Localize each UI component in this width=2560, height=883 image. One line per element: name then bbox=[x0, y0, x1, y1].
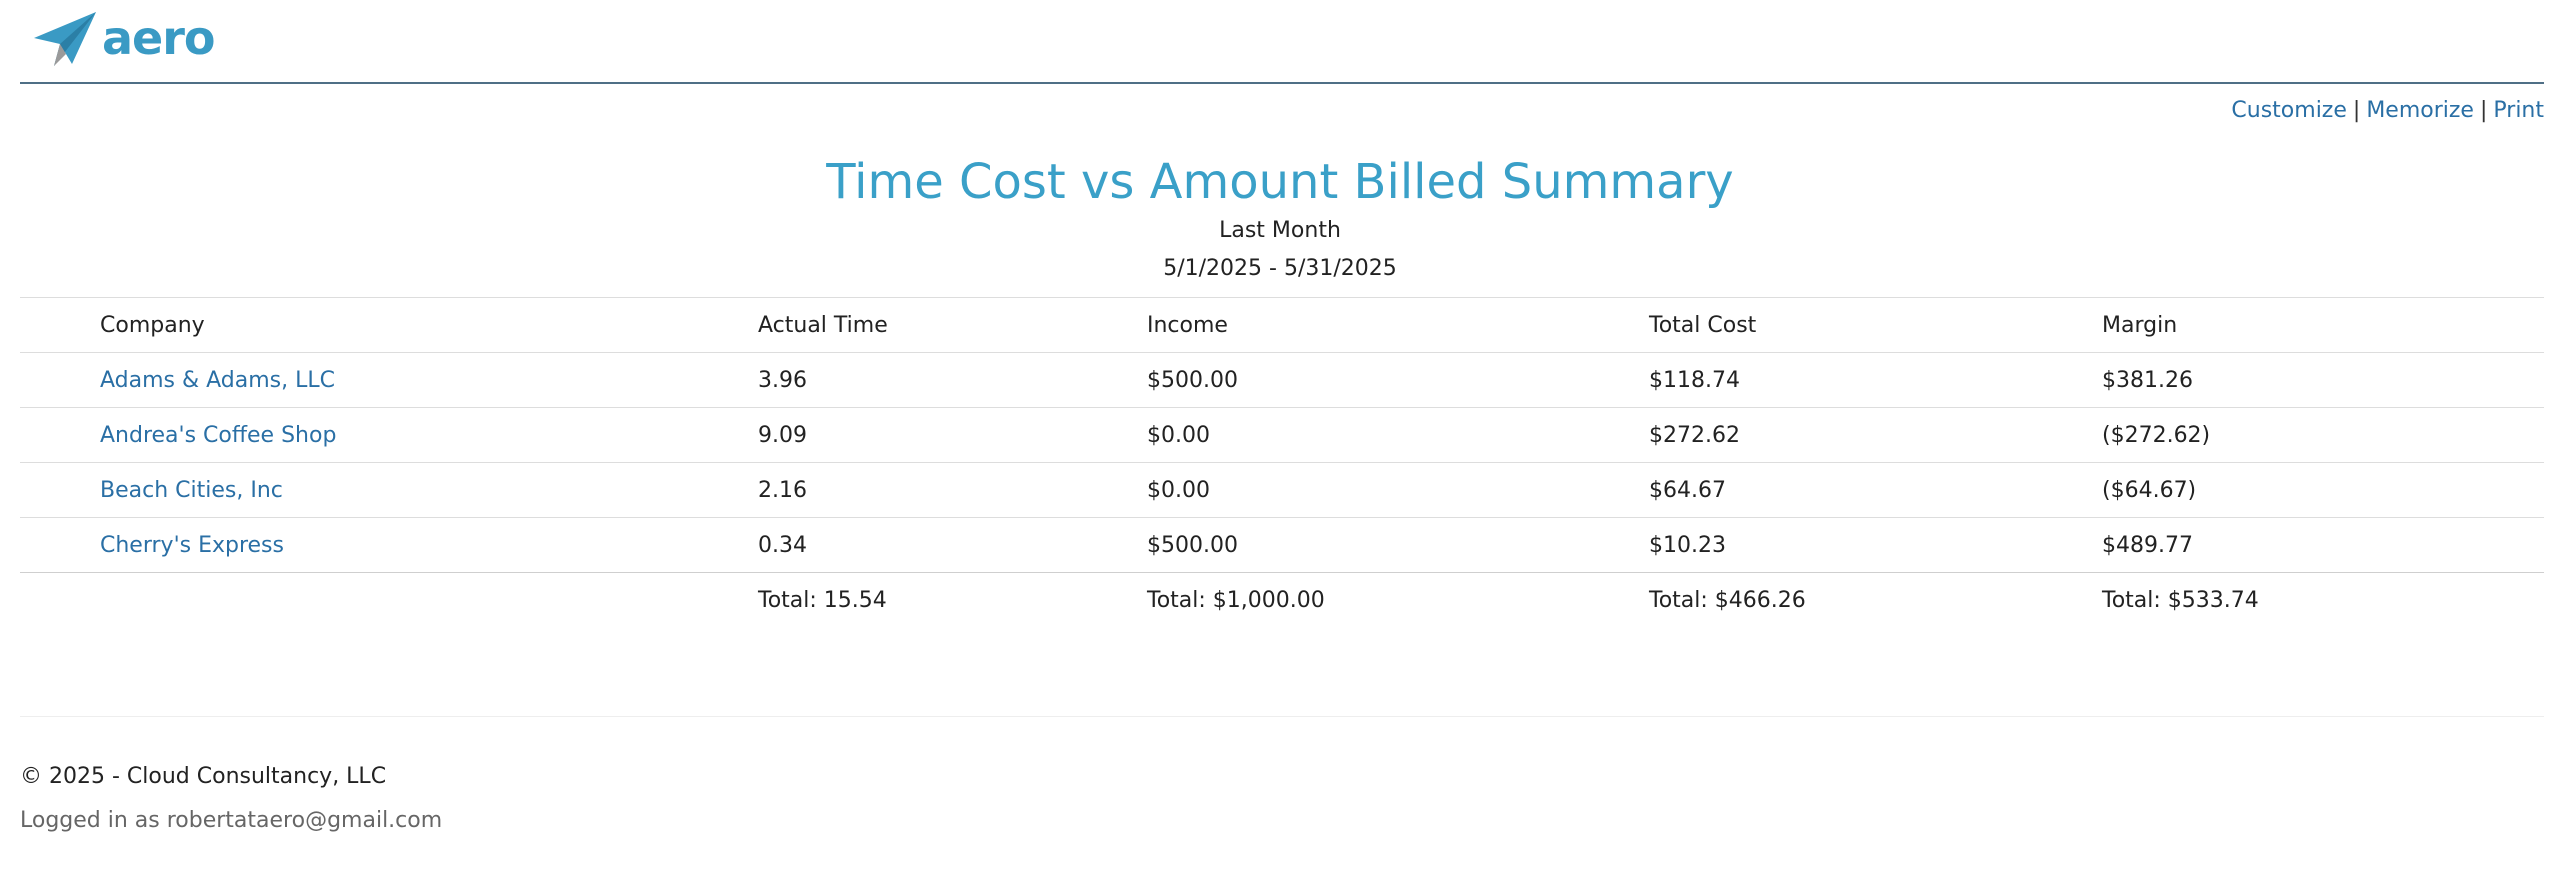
margin-cell: ($64.67) bbox=[2102, 462, 2544, 518]
report-actions: Customize | Memorize | Print bbox=[2231, 98, 2544, 123]
paper-plane-icon bbox=[32, 8, 98, 68]
income-cell: $0.00 bbox=[1147, 462, 1649, 518]
table-row: Andrea's Coffee Shop 9.09 $0.00 $272.62 … bbox=[20, 407, 2544, 463]
separator: | bbox=[2479, 98, 2488, 123]
column-header-margin: Margin bbox=[2102, 297, 2544, 353]
column-header-total-cost: Total Cost bbox=[1649, 297, 2102, 353]
header: aero bbox=[20, 0, 2544, 84]
company-cell: Cherry's Express bbox=[20, 517, 758, 573]
totals-row: Total: 15.54 Total: $1,000.00 Total: $46… bbox=[20, 572, 2544, 627]
print-link[interactable]: Print bbox=[2493, 98, 2544, 123]
total-cost-cell: $272.62 bbox=[1649, 407, 2102, 463]
income-cell: $500.00 bbox=[1147, 352, 1649, 408]
margin-cell: $489.77 bbox=[2102, 517, 2544, 573]
total-income: Total: $1,000.00 bbox=[1147, 572, 1649, 627]
logged-in-text: Logged in as robertataero@gmail.com bbox=[20, 808, 443, 833]
margin-cell: $381.26 bbox=[2102, 352, 2544, 408]
report-table: Company Actual Time Income Total Cost Ma… bbox=[20, 297, 2544, 627]
company-link[interactable]: Adams & Adams, LLC bbox=[100, 367, 336, 393]
column-header-actual-time: Actual Time bbox=[758, 297, 1147, 353]
footer-divider bbox=[20, 716, 2544, 717]
column-header-company: Company bbox=[20, 297, 758, 353]
column-header-income: Income bbox=[1147, 297, 1649, 353]
total-actual-time: Total: 15.54 bbox=[758, 572, 1147, 627]
company-link[interactable]: Andrea's Coffee Shop bbox=[100, 422, 337, 448]
company-link[interactable]: Cherry's Express bbox=[100, 532, 284, 558]
report-period: Last Month bbox=[1219, 218, 1341, 243]
logo-text: aero bbox=[102, 11, 216, 65]
total-cost: Total: $466.26 bbox=[1649, 572, 2102, 627]
actual-time-cell: 2.16 bbox=[758, 462, 1147, 518]
income-cell: $0.00 bbox=[1147, 407, 1649, 463]
margin-cell: ($272.62) bbox=[2102, 407, 2544, 463]
total-cost-cell: $64.67 bbox=[1649, 462, 2102, 518]
memorize-link[interactable]: Memorize bbox=[2366, 98, 2474, 123]
totals-empty-cell bbox=[20, 572, 758, 627]
company-cell: Beach Cities, Inc bbox=[20, 462, 758, 518]
actual-time-cell: 0.34 bbox=[758, 517, 1147, 573]
copyright-text: © 2025 - Cloud Consultancy, LLC bbox=[20, 764, 387, 789]
table-row: Cherry's Express 0.34 $500.00 $10.23 $48… bbox=[20, 517, 2544, 573]
separator: | bbox=[2352, 98, 2361, 123]
company-cell: Andrea's Coffee Shop bbox=[20, 407, 758, 463]
table-row: Adams & Adams, LLC 3.96 $500.00 $118.74 … bbox=[20, 352, 2544, 408]
report-title: Time Cost vs Amount Billed Summary bbox=[826, 154, 1734, 210]
company-cell: Adams & Adams, LLC bbox=[20, 352, 758, 408]
total-cost-cell: $10.23 bbox=[1649, 517, 2102, 573]
actual-time-cell: 9.09 bbox=[758, 407, 1147, 463]
customize-link[interactable]: Customize bbox=[2231, 98, 2347, 123]
table-header-row: Company Actual Time Income Total Cost Ma… bbox=[20, 297, 2544, 353]
report-date-range: 5/1/2025 - 5/31/2025 bbox=[1163, 256, 1397, 281]
company-link[interactable]: Beach Cities, Inc bbox=[100, 477, 283, 503]
total-margin: Total: $533.74 bbox=[2102, 572, 2544, 627]
income-cell: $500.00 bbox=[1147, 517, 1649, 573]
logo[interactable]: aero bbox=[32, 6, 216, 70]
actual-time-cell: 3.96 bbox=[758, 352, 1147, 408]
table-row: Beach Cities, Inc 2.16 $0.00 $64.67 ($64… bbox=[20, 462, 2544, 518]
total-cost-cell: $118.74 bbox=[1649, 352, 2102, 408]
